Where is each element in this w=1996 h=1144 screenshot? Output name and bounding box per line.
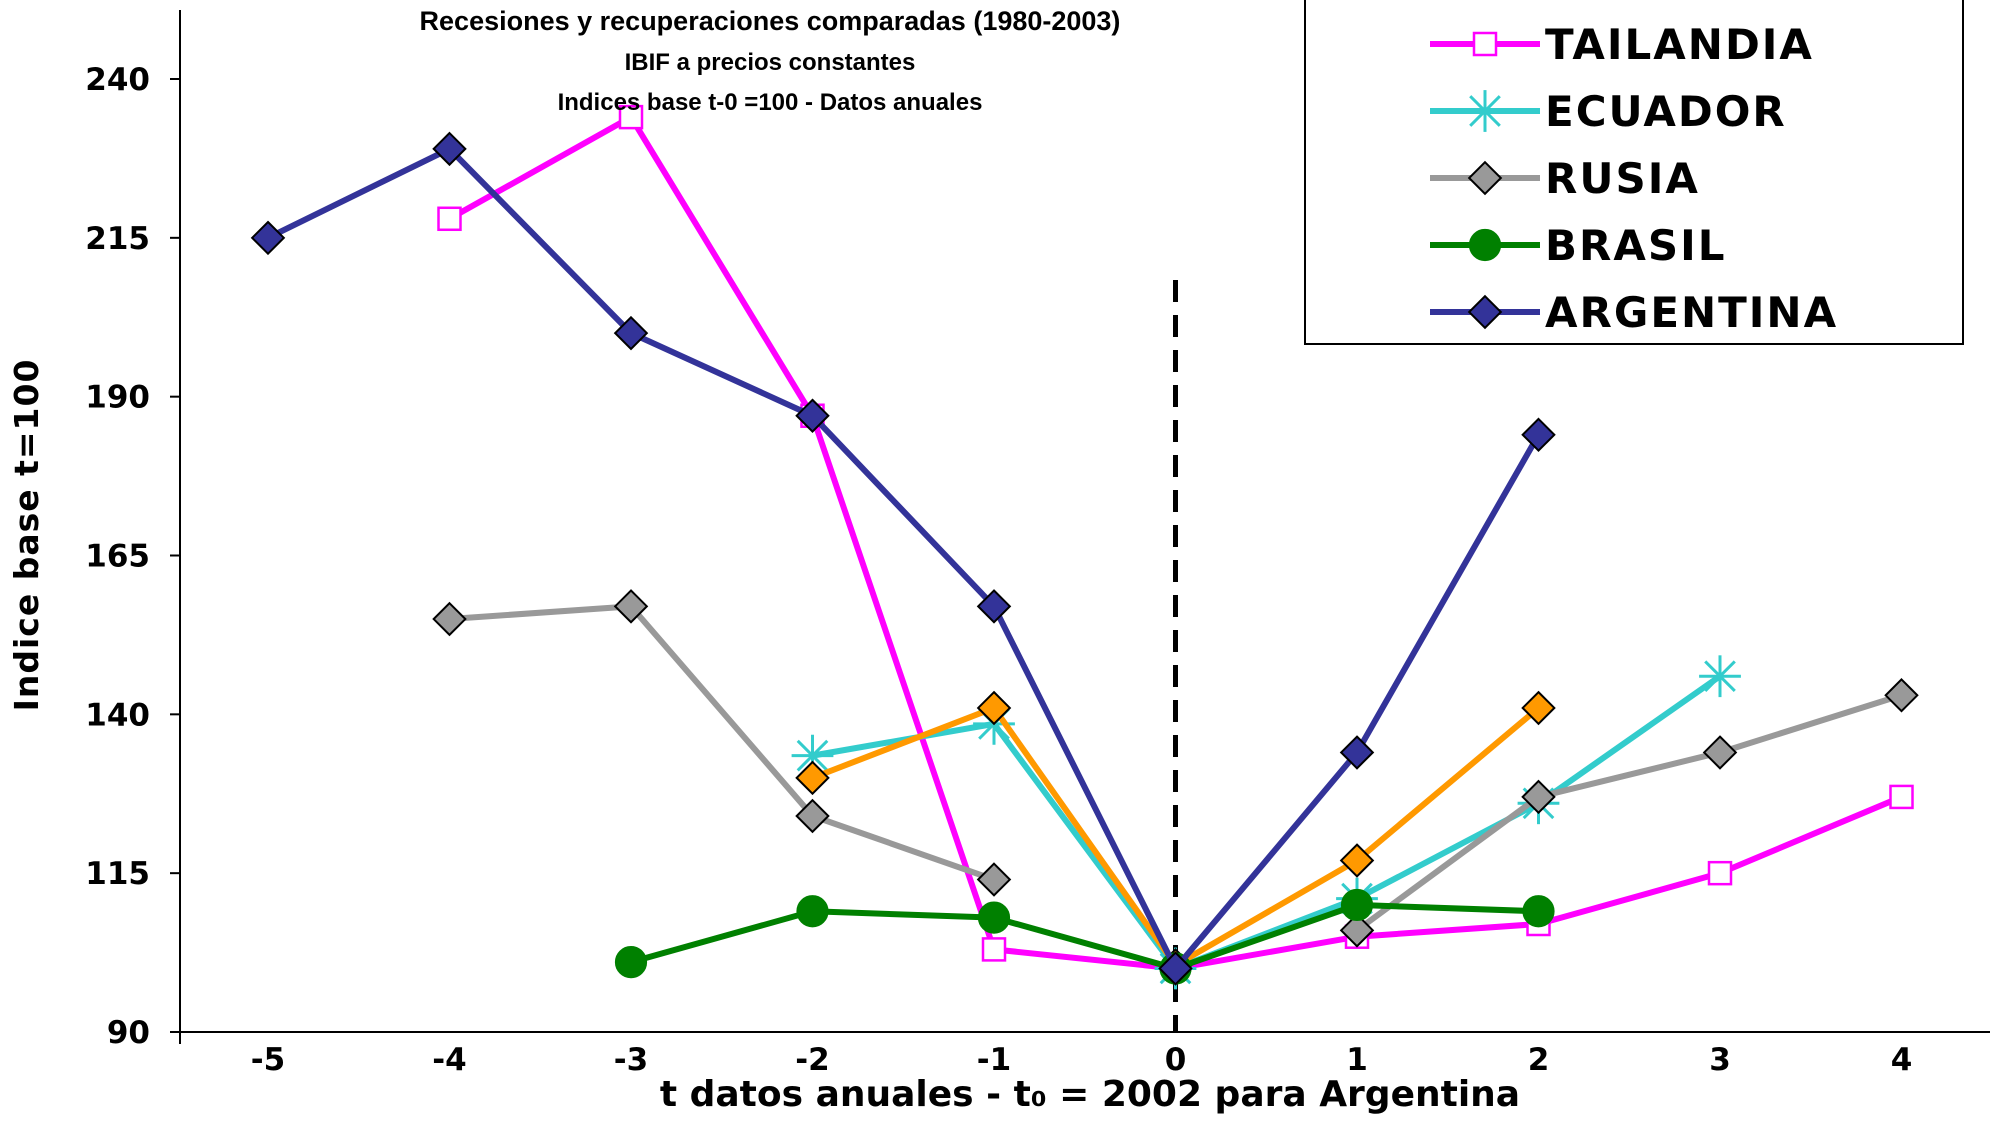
data-point: [1158, 951, 1193, 986]
data-point: [977, 901, 1011, 934]
legend-marker: [1467, 160, 1503, 196]
legend-marker: [1468, 228, 1502, 262]
data-point: [1521, 690, 1556, 726]
y-axis-label: Indice base t=100: [7, 359, 46, 712]
data-point: [432, 601, 467, 637]
data-point: [1339, 913, 1375, 948]
legend-item-tailandia: TAILANDIA: [1430, 20, 1814, 69]
x-tick-label: 3: [1709, 1042, 1731, 1078]
series-line: [628, 901, 1542, 972]
x-tick-label: -4: [432, 1042, 466, 1078]
x-tick-label: 2: [1528, 1042, 1550, 1078]
data-point: [976, 862, 1012, 897]
chart-title: Recesiones y recuperaciones comparadas (…: [420, 6, 1121, 36]
x-tick-label: -5: [251, 1042, 285, 1078]
y-tick-label: 115: [85, 856, 150, 892]
y-tick-label: 215: [85, 221, 150, 257]
series-rusia: [432, 589, 1919, 948]
data-point: [1340, 888, 1374, 922]
data-point: [1707, 860, 1733, 886]
data-point: [976, 589, 1012, 624]
plot-area: 90 115 140 165 190 215 240 -5 -4 -3 -2 -1 0 1 2 3 4: [85, 10, 1990, 1078]
legend-item-argentina: ARGENTINA: [1430, 288, 1838, 337]
data-point: [1702, 735, 1738, 770]
x-axis-label: t datos anuales - t₀ = 2002 para Argenti…: [660, 1074, 1520, 1115]
data-point: [613, 589, 649, 624]
y-tick-label: 240: [85, 62, 150, 98]
data-point: [976, 690, 1012, 726]
data-point: [437, 206, 462, 232]
legend-label: ECUADOR: [1545, 87, 1787, 136]
y-tick-label: 90: [107, 1015, 150, 1051]
data-point: [613, 315, 649, 351]
data-point: [1339, 735, 1375, 770]
series-layer: [250, 104, 1919, 990]
data-point: [614, 946, 648, 979]
legend-marker: [1472, 31, 1498, 57]
data-point: [796, 739, 829, 772]
legend-item-ecuador: ECUADOR: [1430, 87, 1787, 136]
legend-label: ARGENTINA: [1545, 288, 1838, 337]
data-point: [796, 895, 829, 928]
x-tick-label: -3: [614, 1042, 648, 1078]
data-point: [1522, 895, 1555, 928]
series-argentina: [250, 131, 1556, 986]
x-tick-label: 4: [1891, 1042, 1913, 1078]
data-point: [1889, 784, 1914, 810]
legend-box: [1304, 0, 1964, 345]
legend-label: RUSIA: [1545, 154, 1700, 203]
legend-item-brasil: BRASIL: [1430, 221, 1727, 270]
data-point: [1521, 417, 1556, 453]
data-point: [795, 798, 830, 834]
series-line: [265, 145, 1542, 972]
chart-subtitle-1: IBIF a precios constantes: [625, 49, 916, 76]
data-point: [250, 220, 286, 256]
legend-marker: [1469, 95, 1501, 127]
x-tick-label: -1: [977, 1042, 1011, 1078]
legend-label: BRASIL: [1545, 221, 1727, 270]
x-tick-label: -2: [795, 1042, 829, 1078]
data-point: [795, 760, 830, 796]
y-tick-label: 140: [85, 697, 150, 733]
legend-item-rusia: RUSIA: [1430, 154, 1700, 203]
chart-subtitle-2: Indices base t-0 =100 - Datos anuales: [558, 89, 983, 116]
legend-marker: [1467, 294, 1503, 330]
y-tick-label: 165: [85, 539, 150, 575]
y-tick-label: 190: [85, 380, 150, 416]
data-point: [1884, 678, 1919, 713]
legend: TAILANDIA ECUADOR RUSIA BRASIL ARGENTINA: [1304, 0, 1964, 345]
data-point: [981, 937, 1007, 962]
x-tick-label: 1: [1346, 1042, 1368, 1078]
legend-label: TAILANDIA: [1545, 20, 1814, 69]
series-brasil: [614, 888, 1555, 985]
data-point: [1704, 660, 1736, 693]
data-point: [1339, 843, 1375, 878]
data-point: [618, 104, 644, 130]
x-tick-label: 0: [1165, 1042, 1187, 1078]
series-line: [446, 603, 1905, 934]
data-point: [795, 398, 830, 433]
data-point: [432, 131, 467, 167]
data-point: [1521, 779, 1556, 815]
